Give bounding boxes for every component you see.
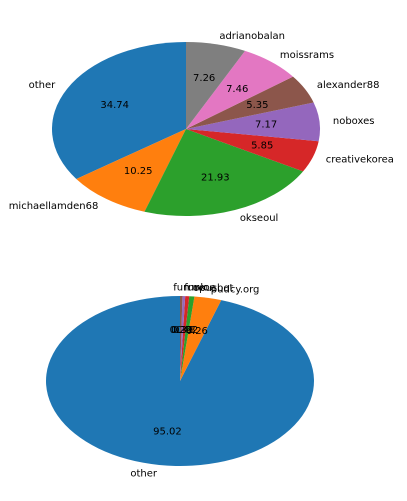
slice-label: mvoe	[188, 283, 216, 294]
slice-percent: 95.02	[153, 426, 182, 437]
pie-slice	[76, 129, 186, 212]
slice-percent: 0.29	[170, 325, 192, 336]
slice-percent: 21.93	[201, 173, 230, 184]
pie-slice	[186, 50, 293, 129]
slice-label: moissrams	[280, 50, 334, 61]
pie-slice	[186, 102, 320, 142]
slice-label: funk	[184, 283, 206, 294]
pie-slice	[180, 296, 186, 381]
slice-label: pudcy.org	[211, 285, 260, 296]
slice-label: noboxes	[333, 116, 375, 127]
pie-slice	[180, 296, 222, 381]
slice-percent: 34.74	[100, 100, 129, 111]
slice-percent: 3.26	[186, 326, 208, 337]
slice-percent: 7.17	[255, 120, 277, 131]
slice-label: alexander88	[317, 80, 380, 91]
slice-label: other	[130, 468, 158, 479]
slice-percent: 5.35	[246, 100, 268, 111]
slice-percent: 5.85	[251, 141, 273, 152]
pie-slice	[186, 129, 319, 172]
pie-slice	[180, 296, 195, 381]
slice-label: michaellamden68	[9, 201, 99, 212]
slice-label: fun	[173, 283, 189, 294]
pie-slice	[186, 42, 246, 129]
pie-slice	[144, 129, 304, 216]
slice-percent: 7.46	[226, 84, 248, 95]
pie-slice	[45, 295, 314, 466]
slice-percent: 0.48	[173, 325, 195, 336]
slice-label: other	[29, 80, 57, 91]
slice-percent: 0.33	[171, 325, 193, 336]
slice-label: okseoul	[240, 213, 279, 224]
pie-slice	[186, 76, 314, 129]
pie-slice	[180, 296, 183, 381]
pie-slice	[180, 296, 190, 381]
slice-label: adrianobalan	[219, 31, 285, 42]
pie-slice	[52, 42, 187, 179]
slice-percent: 7.26	[193, 73, 215, 84]
slice-percent: 10.25	[124, 166, 153, 177]
slice-label: opusbot	[193, 283, 233, 294]
slice-label: creativekorea	[326, 154, 394, 165]
slice-percent: 0.62	[176, 325, 198, 336]
